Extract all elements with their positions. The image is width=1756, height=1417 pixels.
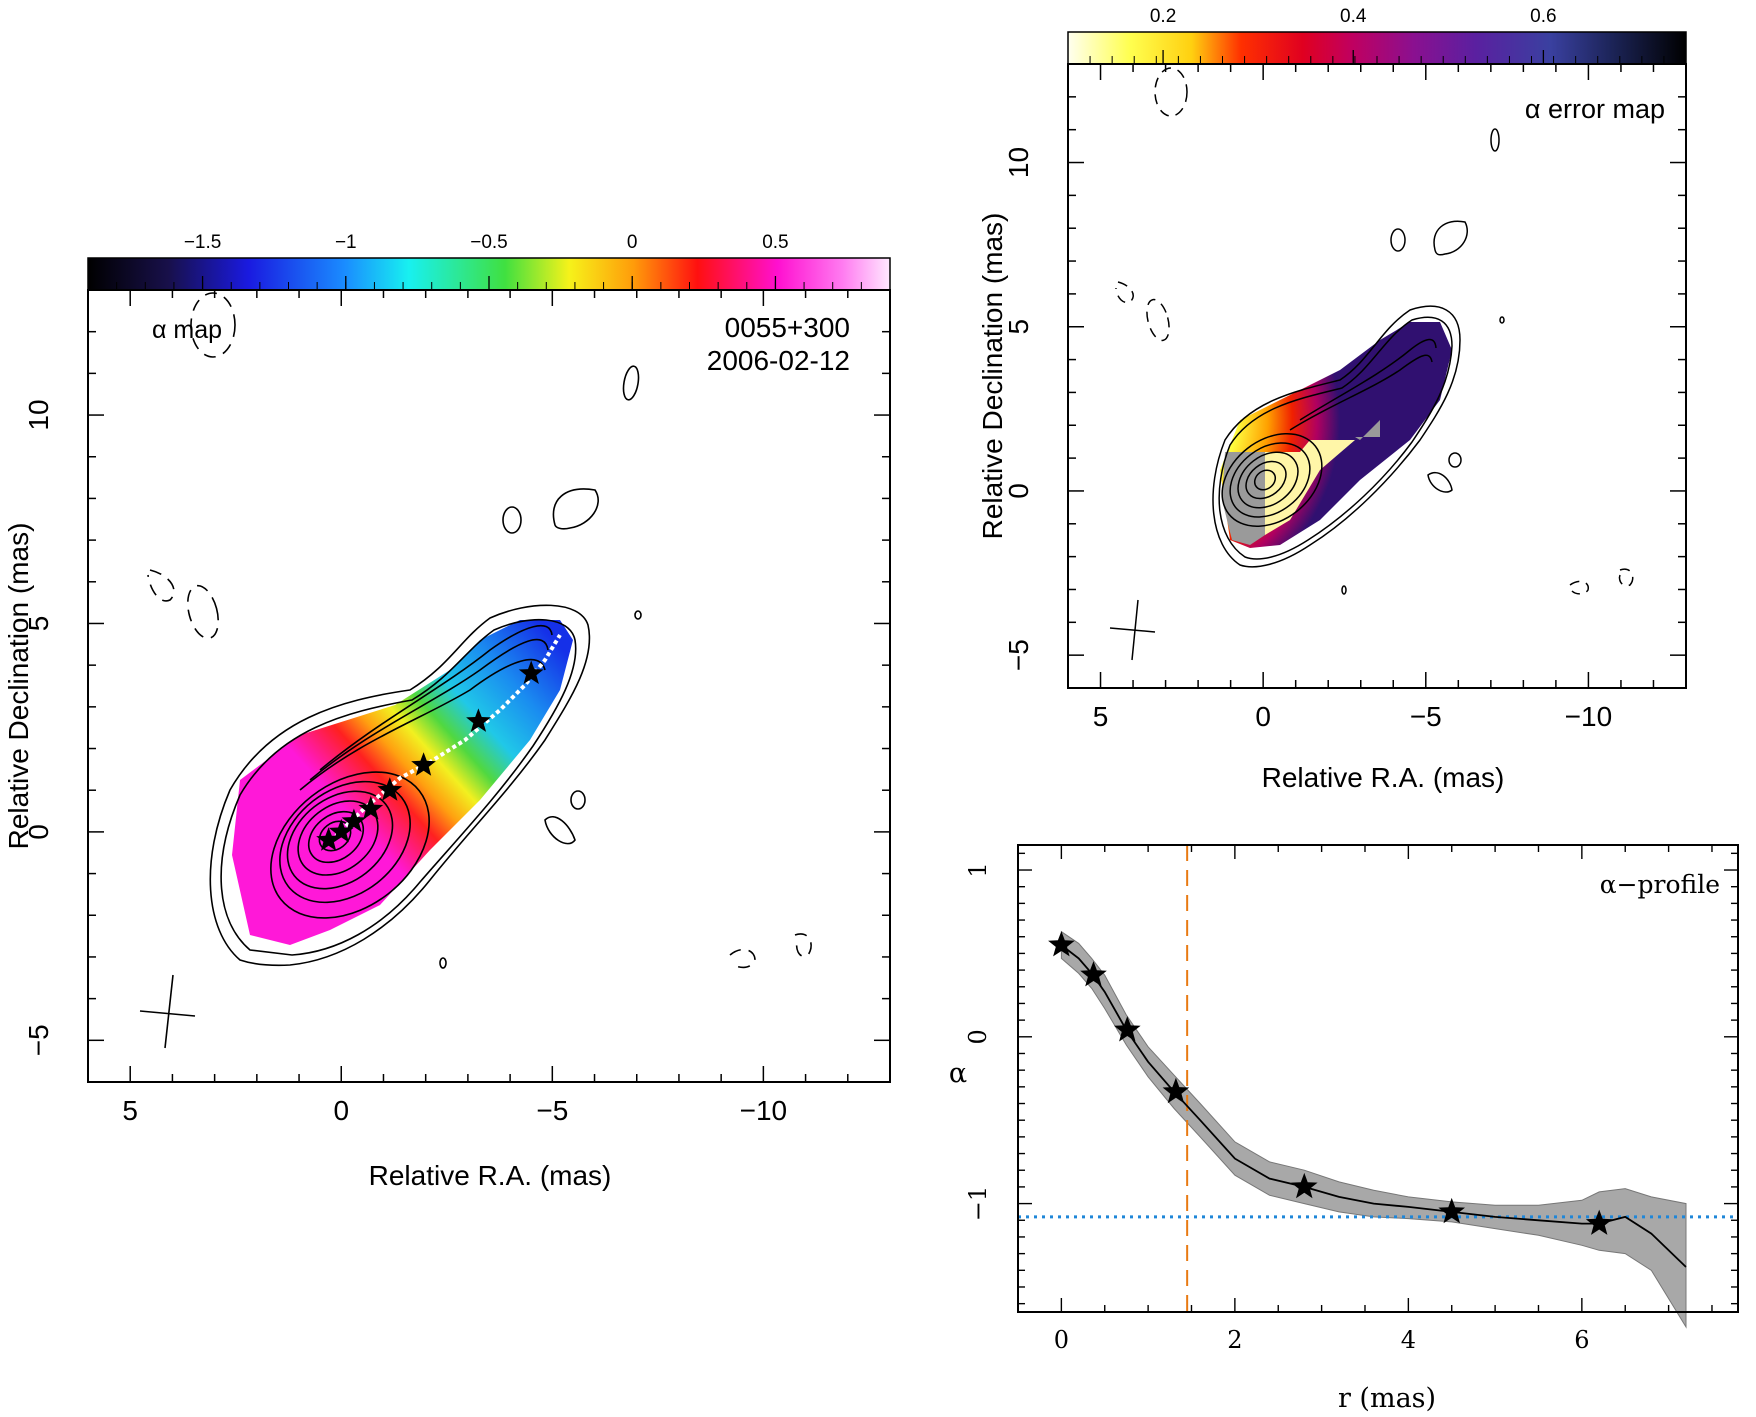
- ridge-star: [518, 660, 544, 684]
- alpha-map-axes: 5 0 −5 −10 −5 0 5 10: [23, 289, 891, 1126]
- profile-star: [1438, 1197, 1465, 1224]
- x-tick-label: 5: [122, 1095, 138, 1126]
- x-tick-label: 0: [333, 1095, 349, 1126]
- source-name: 0055+300: [725, 312, 850, 343]
- observation-date: 2006-02-12: [707, 345, 850, 376]
- x-tick-label: −10: [1565, 701, 1613, 732]
- colorbar-tick-label: −1.5: [184, 232, 222, 253]
- profile-star: [1291, 1172, 1318, 1199]
- error-map-beam: [1109, 599, 1156, 661]
- x-tick-label: 0: [1054, 1326, 1069, 1354]
- profile-axes: 0 2 4 6 1 0 −1: [964, 845, 1738, 1354]
- alpha-ridge-stars: [316, 660, 544, 851]
- y-tick-label: 10: [1003, 147, 1034, 178]
- ridge-star: [466, 708, 491, 732]
- alpha-profile-panel: 0 2 4 6 1 0 −1 α−profile r (mas) α: [949, 844, 1739, 1414]
- error-map-contours: [1212, 128, 1505, 595]
- error-map-ylabel: Relative Declination (mas): [977, 213, 1008, 540]
- colorbar-tick-label: 0.4: [1340, 6, 1367, 27]
- x-tick-label: 6: [1574, 1326, 1589, 1354]
- profile-star: [1114, 1016, 1141, 1042]
- y-tick-label: 0: [964, 1029, 992, 1044]
- ridge-star: [341, 808, 367, 832]
- x-tick-label: −10: [740, 1095, 788, 1126]
- alpha-map-contours: [209, 365, 642, 969]
- colorbar-tick-label: −1: [335, 232, 357, 253]
- ridge-star: [377, 777, 403, 801]
- alpha-colorbar-ticks: −1.5 −1 −0.5 0 0.5: [87, 232, 891, 290]
- profile-ylabel: α: [949, 1058, 967, 1089]
- alpha-map-frame: [87, 289, 891, 1083]
- error-map-frame: [1067, 63, 1687, 689]
- y-tick-label: 0: [1003, 483, 1034, 499]
- ridge-star: [411, 752, 436, 776]
- alpha-map-xlabel: Relative R.A. (mas): [369, 1160, 612, 1191]
- y-tick-label: −5: [1003, 639, 1034, 671]
- colorbar-tick-label: 0.2: [1150, 6, 1176, 27]
- alpha-map-title: α map: [152, 316, 222, 344]
- alpha-error-map-panel: 0.2 0.4 0.6: [977, 6, 1687, 793]
- y-tick-label: −5: [23, 1024, 54, 1056]
- alpha-map-negative-contours: [147, 292, 812, 969]
- profile-xlabel: r (mas): [1338, 1383, 1436, 1414]
- colorbar-tick-label: 0.6: [1530, 6, 1556, 27]
- x-tick-label: 2: [1227, 1326, 1242, 1354]
- alpha-map-beam: [139, 974, 196, 1049]
- error-colorbar-ticks: 0.2 0.4 0.6: [1067, 6, 1687, 64]
- ridge-star: [316, 827, 341, 851]
- colorbar-tick-label: −0.5: [470, 232, 508, 253]
- x-tick-label: 0: [1255, 701, 1271, 732]
- alpha-profile-error-band: [1060, 930, 1687, 1329]
- colorbar-tick-label: 0.5: [762, 232, 788, 253]
- error-map-axes: 5 0 −5 −10 −5 0 5 10: [1003, 63, 1687, 732]
- y-tick-label: 5: [23, 616, 54, 632]
- ridge-star: [328, 818, 354, 843]
- profile-star: [1585, 1209, 1613, 1235]
- error-map-title: α error map: [1525, 94, 1665, 124]
- error-map-xlabel: Relative R.A. (mas): [1262, 762, 1505, 793]
- y-tick-label: 5: [1003, 319, 1034, 335]
- profile-title: α−profile: [1600, 870, 1720, 899]
- x-tick-label: 4: [1401, 1326, 1416, 1354]
- colorbar-tick-label: 0: [627, 232, 638, 253]
- y-tick-label: 0: [23, 824, 54, 840]
- alpha-map-panel: −1.5 −1 −0.5 0 0.5: [3, 232, 891, 1191]
- alpha-map-ylabel: Relative Declination (mas): [3, 523, 34, 850]
- ridge-star: [358, 796, 384, 820]
- x-tick-label: −5: [1410, 701, 1442, 732]
- y-tick-label: −1: [964, 1186, 992, 1221]
- x-tick-label: −5: [536, 1095, 568, 1126]
- y-tick-label: 10: [23, 399, 54, 430]
- profile-star: [1162, 1077, 1190, 1104]
- error-map-negative-contours: [1115, 67, 1634, 595]
- alpha-jet-emission: [232, 620, 573, 945]
- profile-star: [1048, 931, 1075, 957]
- profile-star: [1080, 961, 1107, 987]
- x-tick-label: 5: [1093, 701, 1109, 732]
- y-tick-label: 1: [964, 862, 992, 877]
- alpha-profile-stars: [1048, 931, 1613, 1235]
- profile-frame: [1017, 844, 1739, 1313]
- alpha-profile-line: [1060, 944, 1687, 1268]
